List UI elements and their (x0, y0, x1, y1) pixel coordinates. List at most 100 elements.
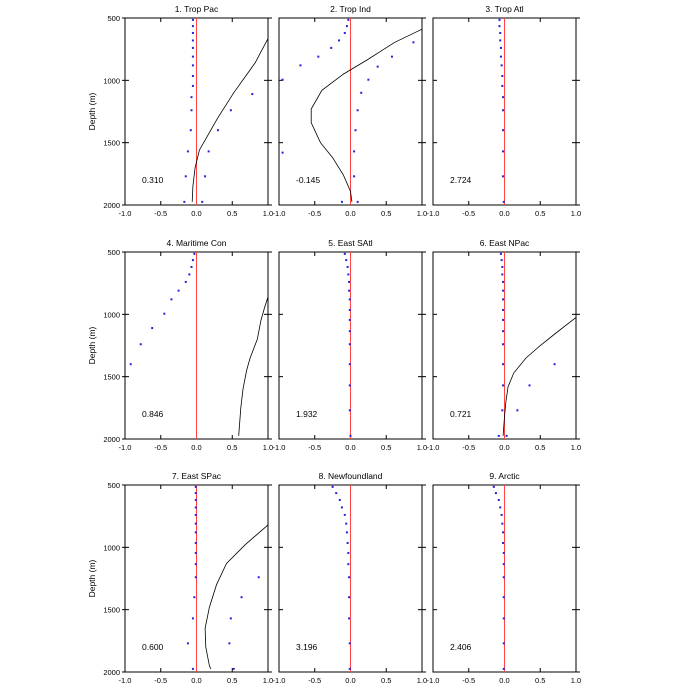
y-tick-label: 1000 (103, 76, 120, 85)
x-tick-label: 0.5 (381, 209, 391, 218)
data-point (191, 667, 194, 670)
x-tick-label: -1.0 (273, 443, 286, 452)
panel-title: 1. Trop Pac (175, 4, 219, 14)
data-point (191, 84, 194, 87)
panel-title: 6. East NPac (480, 238, 530, 248)
extra-data-point (356, 200, 359, 203)
data-point (139, 343, 142, 346)
data-point (348, 384, 351, 387)
y-tick-label: 500 (107, 248, 120, 257)
panel-7: 7. East SPac -1.0 -0.5 0.0 0.5 1.0 500 1000 1500… (87, 471, 273, 685)
extra-data-point (216, 129, 219, 132)
data-point (501, 522, 504, 525)
profile-curve (238, 296, 269, 436)
x-tick-label: 1.0 (263, 443, 273, 452)
x-tick-label: -1.0 (427, 209, 440, 218)
x-tick-label: 0.0 (499, 209, 509, 218)
profile-curve (310, 28, 423, 202)
data-point (502, 175, 505, 178)
x-tick-label: -1.0 (427, 443, 440, 452)
data-point (492, 485, 495, 488)
panel-1: 1. Trop Pac -1.0 -0.5 0.0 0.5 1.0 500 1000 1500 2… (87, 4, 273, 218)
y-tick-label: 2000 (103, 668, 120, 677)
panel-annotation: 0.600 (142, 642, 164, 652)
y-tick-label: 1000 (103, 310, 120, 319)
data-point (188, 273, 191, 276)
data-point (348, 642, 351, 645)
panel-annotation: 2.406 (450, 642, 472, 652)
data-point (163, 312, 166, 315)
extra-data-point (353, 175, 356, 178)
extra-data-point (204, 175, 207, 178)
data-point (191, 18, 194, 21)
data-point (497, 434, 500, 437)
x-tick-label: -1.0 (119, 676, 132, 685)
data-point (190, 109, 193, 112)
data-point (501, 273, 504, 276)
data-point (502, 343, 505, 346)
data-point (299, 64, 302, 67)
x-tick-label: 1.0 (417, 676, 427, 685)
data-point (502, 617, 505, 620)
data-point (191, 74, 194, 77)
extra-data-point (360, 91, 363, 94)
data-point (348, 318, 351, 321)
data-point (347, 563, 350, 566)
data-point (193, 252, 196, 255)
y-tick-label: 500 (107, 14, 120, 23)
profile-curve (502, 317, 577, 436)
x-tick-label: 0.5 (227, 676, 237, 685)
data-point (335, 492, 338, 495)
extra-data-point (257, 576, 260, 579)
data-point (343, 513, 346, 516)
data-point (348, 576, 351, 579)
data-point (502, 384, 505, 387)
y-axis-label: Depth (m) (87, 326, 97, 364)
data-point (194, 522, 197, 525)
data-point (129, 363, 132, 366)
data-point (502, 330, 505, 333)
x-tick-label: 1.0 (417, 443, 427, 452)
panel-title: 8. Newfoundland (319, 471, 383, 481)
data-point (502, 667, 505, 670)
data-point (501, 265, 504, 268)
data-point (186, 642, 189, 645)
data-point (346, 541, 349, 544)
data-point (191, 25, 194, 28)
x-tick-label: 1.0 (571, 676, 581, 685)
data-point (183, 200, 186, 203)
data-point (331, 485, 334, 488)
data-point (501, 84, 504, 87)
x-tick-label: -0.5 (308, 676, 321, 685)
data-point (348, 409, 351, 412)
data-point (191, 55, 194, 58)
x-tick-label: 0.0 (191, 209, 201, 218)
data-point (194, 485, 197, 488)
data-point (194, 513, 197, 516)
data-point (499, 252, 502, 255)
data-point (348, 298, 351, 301)
x-tick-label: 0.5 (227, 209, 237, 218)
panel-4: 4. Maritime Con -1.0 -0.5 0.0 0.5 1.0 500 1000 1… (87, 238, 273, 452)
data-point (502, 96, 505, 99)
y-tick-label: 1500 (103, 139, 120, 148)
x-tick-label: -0.5 (154, 209, 167, 218)
x-tick-label: -0.5 (154, 676, 167, 685)
data-point (500, 64, 503, 67)
data-point (184, 280, 187, 283)
x-tick-label: -0.5 (462, 676, 475, 685)
data-point (194, 563, 197, 566)
x-tick-label: 0.5 (227, 443, 237, 452)
extra-data-point (528, 384, 531, 387)
panel-annotation: -0.145 (296, 175, 320, 185)
data-point (191, 259, 194, 262)
extra-data-point (553, 363, 556, 366)
data-point (348, 596, 351, 599)
data-point (502, 531, 505, 534)
data-point (330, 46, 333, 49)
x-tick-label: 0.0 (499, 443, 509, 452)
x-tick-label: -0.5 (462, 209, 475, 218)
x-tick-label: 0.5 (535, 676, 545, 685)
data-point (194, 541, 197, 544)
